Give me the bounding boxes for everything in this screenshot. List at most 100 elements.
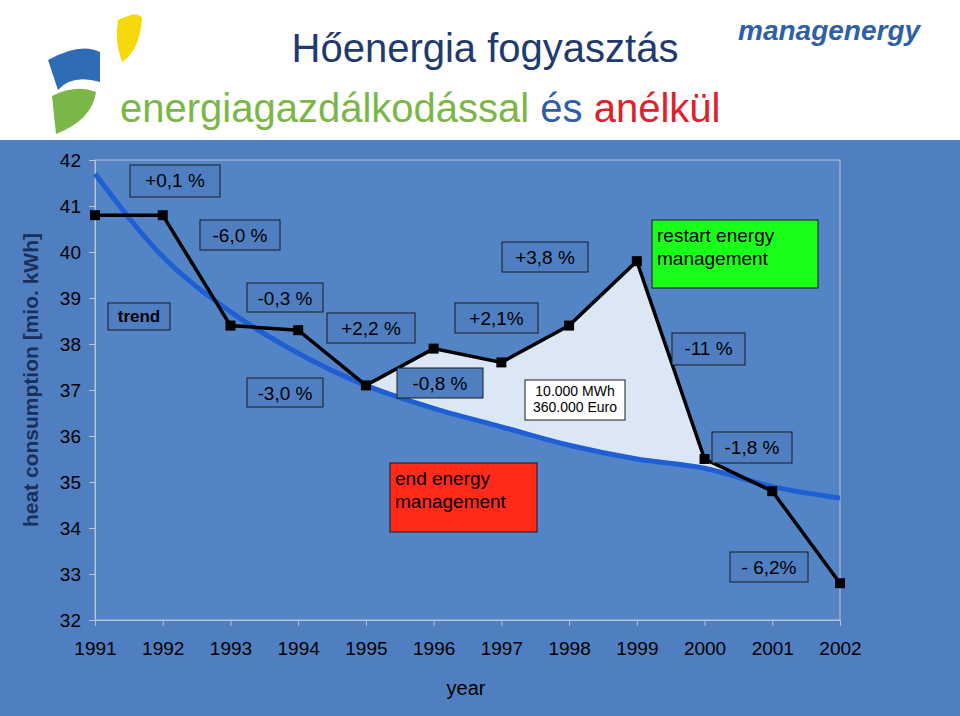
x-tick: 1991 <box>74 620 116 659</box>
annotation-text: -0,8 % <box>413 373 468 394</box>
icon-leaf <box>117 14 142 62</box>
y-tick-label: 41 <box>60 196 81 217</box>
y-tick: 36 <box>60 426 95 447</box>
annotation: +2,1% <box>455 303 538 333</box>
x-tick-mark <box>163 620 164 626</box>
subtitle: energiagazdálkodással és anélkül <box>120 86 720 130</box>
series-marker <box>835 578 845 588</box>
annotation-text: -6,0 % <box>213 225 268 246</box>
x-axis-line <box>96 620 841 621</box>
annotation-box <box>200 220 280 250</box>
y-tick-label: 34 <box>60 518 82 539</box>
annotation-box <box>502 242 588 272</box>
annotation-text: -11 % <box>684 338 732 359</box>
x-tick: 1997 <box>481 620 523 659</box>
x-tick-label: 1991 <box>74 638 116 659</box>
x-tick: 2000 <box>684 620 726 659</box>
y-tick: 34 <box>60 518 95 539</box>
series-marker <box>700 454 710 464</box>
annotation-text: - 6,2% <box>742 557 797 578</box>
x-tick: 1993 <box>210 620 252 659</box>
y-tick-label: 40 <box>60 242 81 263</box>
y-tick-label: 38 <box>60 334 81 355</box>
y-tick-label: 39 <box>60 288 81 309</box>
x-tick-label: 1992 <box>142 638 184 659</box>
annotation-box <box>672 333 745 365</box>
logo-text: managenergy <box>738 15 921 46</box>
annotation-text: restart energy <box>657 225 775 246</box>
page-background <box>0 0 960 716</box>
subtitle-part: anélkül <box>594 86 721 130</box>
series-marker <box>767 486 777 496</box>
annotation: -0,3 % <box>247 283 323 312</box>
y-axis-line <box>95 161 96 621</box>
x-tick-mark <box>298 620 299 626</box>
y-tick: 39 <box>60 288 95 309</box>
annotation-text: 10.000 MWh <box>535 383 614 399</box>
annotation-text: -3,0 % <box>258 383 313 404</box>
y-tick-mark <box>89 252 95 253</box>
y-tick-label: 42 <box>60 150 81 171</box>
annotation-box <box>390 463 537 532</box>
y-tick: 42 <box>60 150 95 171</box>
annotation-text: end energy <box>395 468 491 489</box>
series-label: trend <box>118 307 161 326</box>
x-tick-mark <box>637 620 638 626</box>
annotation-box <box>247 283 323 312</box>
y-tick-label: 37 <box>60 380 81 401</box>
annotation-text: management <box>395 491 507 512</box>
annotation-box <box>730 552 808 582</box>
annotation-text: 360.000 Euro <box>533 399 617 415</box>
x-tick: 1995 <box>345 620 387 659</box>
annotation: -0,8 % <box>397 368 483 398</box>
icon-leaf <box>52 89 96 134</box>
x-tick-label: 1998 <box>548 638 590 659</box>
annotation: -6,0 % <box>200 220 280 250</box>
y-tick-mark <box>89 344 95 345</box>
x-tick: 1992 <box>142 620 184 659</box>
y-tick: 38 <box>60 334 95 355</box>
y-tick-mark <box>89 620 95 621</box>
x-tick: 2002 <box>819 620 861 659</box>
annotation-text: management <box>657 248 769 269</box>
series-marker <box>90 210 100 220</box>
x-tick-label: 1997 <box>481 638 523 659</box>
annotations: +0,1 %-6,0 %-0,3 %+2,2 %-3,0 %-0,8 %+2,1… <box>108 165 818 582</box>
subtitle-part: energiagazdálkodással <box>120 86 540 130</box>
x-tick-label: 1994 <box>278 638 321 659</box>
annotation: +3,8 % <box>502 242 588 272</box>
annotation-text: +0,1 % <box>145 170 205 191</box>
x-axis: 1991199219931994199519961997199819992000… <box>74 620 861 659</box>
x-tick-label: 1995 <box>345 638 387 659</box>
x-tick-mark <box>366 620 367 626</box>
x-tick-mark <box>705 620 706 626</box>
x-tick-mark <box>569 620 570 626</box>
y-axis: 3233343536373839404142 <box>60 150 96 631</box>
x-tick: 2001 <box>752 620 794 659</box>
y-tick: 33 <box>60 564 95 585</box>
chart: Hőenergia fogyasztásenergiagazdálkodássa… <box>0 0 960 716</box>
y-tick: 41 <box>60 196 95 217</box>
annotation: 10.000 MWh360.000 Euro <box>525 380 625 420</box>
x-tick-label: 2000 <box>684 638 726 659</box>
y-axis-title: heat consumption [mio. kWh] <box>19 233 42 527</box>
x-tick: 1998 <box>548 620 590 659</box>
series-marker <box>632 256 642 266</box>
annotation-box <box>525 380 625 420</box>
y-tick-mark <box>89 436 95 437</box>
x-tick-label: 1993 <box>210 638 252 659</box>
y-tick: 40 <box>60 242 95 263</box>
x-tick-mark <box>840 620 841 626</box>
y-tick-mark <box>89 482 95 483</box>
x-tick-label: 1999 <box>616 638 658 659</box>
annotation: - 6,2% <box>730 552 808 582</box>
x-tick: 1994 <box>278 620 321 659</box>
annotation: +0,1 % <box>130 165 220 197</box>
annotation: end energymanagement <box>390 463 537 532</box>
annotation: -11 % <box>672 333 745 365</box>
annotation-text: -0,3 % <box>258 288 313 309</box>
y-tick-label: 32 <box>60 610 81 631</box>
series-line <box>95 174 840 498</box>
annotation-box <box>712 432 792 463</box>
annotation-text: +2,1% <box>469 308 524 329</box>
